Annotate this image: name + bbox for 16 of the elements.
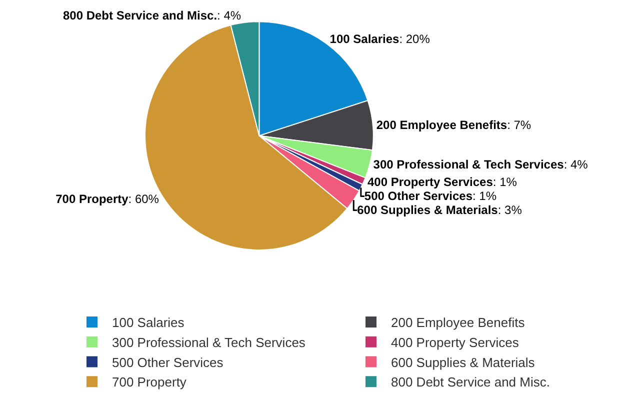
- slice-label: 100 Salaries: [330, 32, 400, 46]
- legend-label: 500 Other Services: [112, 354, 224, 370]
- legend-label: 700 Property: [112, 374, 187, 390]
- legend-label: 600 Supplies & Materials: [391, 354, 536, 370]
- slice-label: 400 Property Services: [367, 175, 494, 190]
- slice-label: 200 Employee Benefits: [376, 118, 508, 132]
- slice-label: 300 Professional & Tech Services: [373, 158, 564, 172]
- legend-label: 200 Employee Benefits: [391, 315, 526, 330]
- legend-label: 100 Salaries: [112, 315, 185, 330]
- legend-label: 800 Debt Service and Misc.: [391, 374, 550, 390]
- slice-label: 800 Debt Service and Misc.: [62, 8, 218, 23]
- legend-label: 300 Professional & Tech Services: [112, 334, 306, 350]
- slice-label: 700 Property: [56, 192, 129, 206]
- slice-label: 500 Other Services: [364, 189, 473, 204]
- legend-label: 400 Property Services: [391, 334, 520, 350]
- slice-label: 600 Supplies & Materials: [357, 203, 498, 218]
